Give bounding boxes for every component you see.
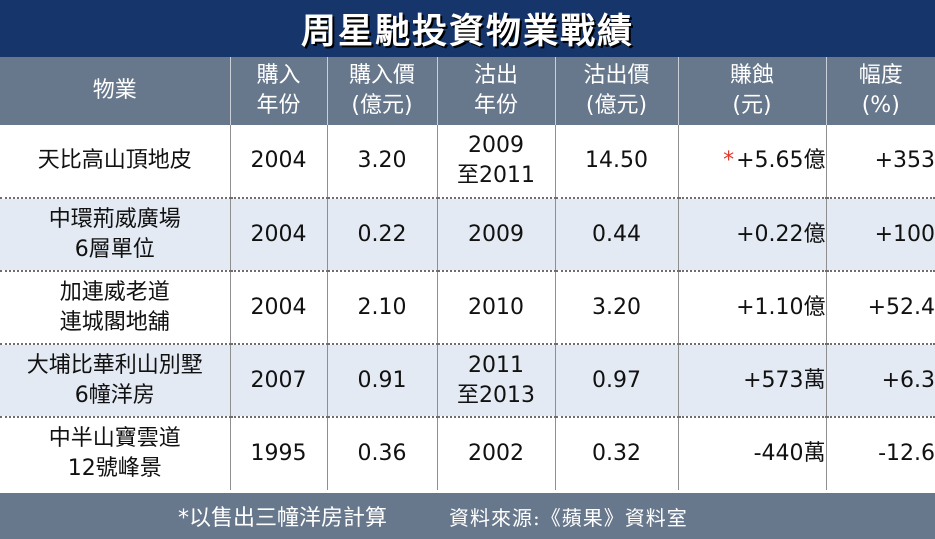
property-detail: 6層單位 (74, 236, 155, 262)
percent-cell: +100 (825, 197, 935, 271)
profit-value: +1.10億 (736, 294, 826, 320)
sell-year-line: 2009 (468, 221, 524, 247)
profit-cell: -440萬 (677, 416, 826, 490)
property-cell: 加連威老道 連城閣地舖 (0, 270, 230, 344)
table-row: 加連威老道 連城閣地舖 2004 2.10 2010 3.20 +1.10億 +… (0, 270, 935, 344)
percent-cell: +353 (825, 125, 935, 198)
buy-price-cell: 0.36 (326, 416, 437, 490)
buy-price-cell: 3.20 (326, 125, 437, 198)
header-label: (%) (861, 93, 900, 118)
property-name: 中半山寶雲道 (48, 426, 181, 451)
buy-year-cell: 2004 (229, 197, 327, 271)
header-label: 賺蝕 (729, 63, 774, 88)
sell-price-cell: 3.20 (554, 270, 678, 344)
sell-price-cell: 0.97 (554, 343, 678, 417)
header-buy-price: 購入價 (億元) (326, 57, 437, 125)
page-title: 周星馳投資物業戰績 (300, 12, 634, 52)
property-detail: 6幢洋房 (74, 382, 155, 408)
buy-year-cell: 2007 (229, 343, 327, 417)
footer-bar: *以售出三幢洋房計算 資料來源:《蘋果》資料室 (0, 493, 935, 539)
property-detail: 連城閣地舖 (59, 309, 170, 335)
property-name: 加連威老道 (59, 279, 170, 305)
buy-price-cell: 0.22 (326, 197, 437, 271)
sell-year-line: 2011 (468, 352, 524, 378)
profit-value: +573萬 (743, 367, 826, 393)
header-sell-price: 沽出價 (億元) (554, 57, 678, 125)
header-sell-year: 沽出 年份 (436, 57, 555, 125)
header-buy-year: 購入 年份 (229, 57, 327, 125)
property-name: 天比高山頂地皮 (37, 148, 192, 173)
header-label: 沽出價 (583, 63, 650, 88)
header-label: 幅度 (858, 63, 903, 88)
table-row: 天比高山頂地皮 2004 3.20 2009 至2011 14.50 *+5.6… (0, 125, 935, 198)
header-label: (億元) (351, 93, 413, 118)
sell-price-cell: 14.50 (554, 125, 678, 198)
property-cell: 中環荊威廣場 6層單位 (0, 197, 230, 271)
percent-cell: -12.6 (825, 416, 935, 490)
table-row: 大埔比華利山別墅 6幢洋房 2007 0.91 2011 至2013 0.97 … (0, 343, 935, 417)
property-cell: 天比高山頂地皮 (0, 125, 230, 198)
buy-year-cell: 2004 (229, 270, 327, 344)
header-label: 年份 (256, 93, 301, 118)
sell-year-cell: 2011 至2013 (436, 343, 555, 417)
sell-year-line: 2010 (468, 294, 524, 320)
sell-year-cell: 2009 (436, 197, 555, 271)
asterisk-marker: * (723, 148, 735, 173)
sell-price-cell: 0.32 (554, 416, 678, 490)
buy-price-cell: 0.91 (326, 343, 437, 417)
property-cell: 大埔比華利山別墅 6幢洋房 (0, 343, 230, 417)
sell-price-cell: 0.44 (554, 197, 678, 271)
property-name: 中環荊威廣場 (48, 206, 181, 232)
sell-year-cell: 2010 (436, 270, 555, 344)
sell-year-cell: 2009 至2011 (436, 125, 555, 198)
header-percent: 幅度 (%) (825, 57, 935, 125)
profit-cell: +573萬 (677, 343, 826, 417)
percent-cell: +52.4 (825, 270, 935, 344)
buy-year-cell: 2004 (229, 125, 327, 198)
header-property: 物業 (0, 57, 230, 125)
property-name: 大埔比華利山別墅 (26, 352, 203, 378)
profit-value: +0.22億 (736, 221, 826, 247)
profit-cell: *+5.65億 (677, 125, 826, 198)
header-label: 年份 (473, 93, 518, 118)
property-detail: 12號峰景 (67, 456, 162, 481)
property-table: 物業 購入 年份 購入價 (億元) 沽出 年份 沽出價 (億元) (0, 57, 935, 490)
sell-year-cell: 2002 (436, 416, 555, 490)
property-cell: 中半山寶雲道 12號峰景 (0, 416, 230, 490)
profit-cell: +0.22億 (677, 197, 826, 271)
footnote: *以售出三幢洋房計算 (178, 506, 388, 531)
profit-value: +5.65億 (736, 148, 826, 173)
buy-year-cell: 1995 (229, 416, 327, 490)
header-profit: 賺蝕 (元) (677, 57, 826, 125)
sell-year-line: 2009 (468, 133, 524, 158)
source-credit: 資料來源:《蘋果》資料室 (449, 505, 688, 530)
table-row: 中環荊威廣場 6層單位 2004 0.22 2009 0.44 +0.22億 +… (0, 197, 935, 271)
sell-year-line: 2002 (468, 441, 524, 466)
buy-price-cell: 2.10 (326, 270, 437, 344)
header-label: 沽出 (473, 63, 518, 88)
title-bar: 周星馳投資物業戰績 (0, 0, 935, 57)
sell-year-line: 至2013 (457, 382, 535, 408)
table-header-row: 物業 購入 年份 購入價 (億元) 沽出 年份 沽出價 (億元) (0, 57, 935, 125)
header-label: (元) (732, 93, 772, 118)
profit-cell: +1.10億 (677, 270, 826, 344)
percent-cell: +6.3 (825, 343, 935, 417)
header-label: 購入價 (348, 63, 415, 88)
header-label: 購入 (256, 63, 301, 88)
table-row: 中半山寶雲道 12號峰景 1995 0.36 2002 0.32 -440萬 -… (0, 416, 935, 490)
sell-year-line: 至2011 (457, 163, 535, 188)
header-label: 物業 (92, 78, 137, 103)
profit-value: -440萬 (753, 441, 826, 466)
header-label: (億元) (585, 93, 648, 118)
